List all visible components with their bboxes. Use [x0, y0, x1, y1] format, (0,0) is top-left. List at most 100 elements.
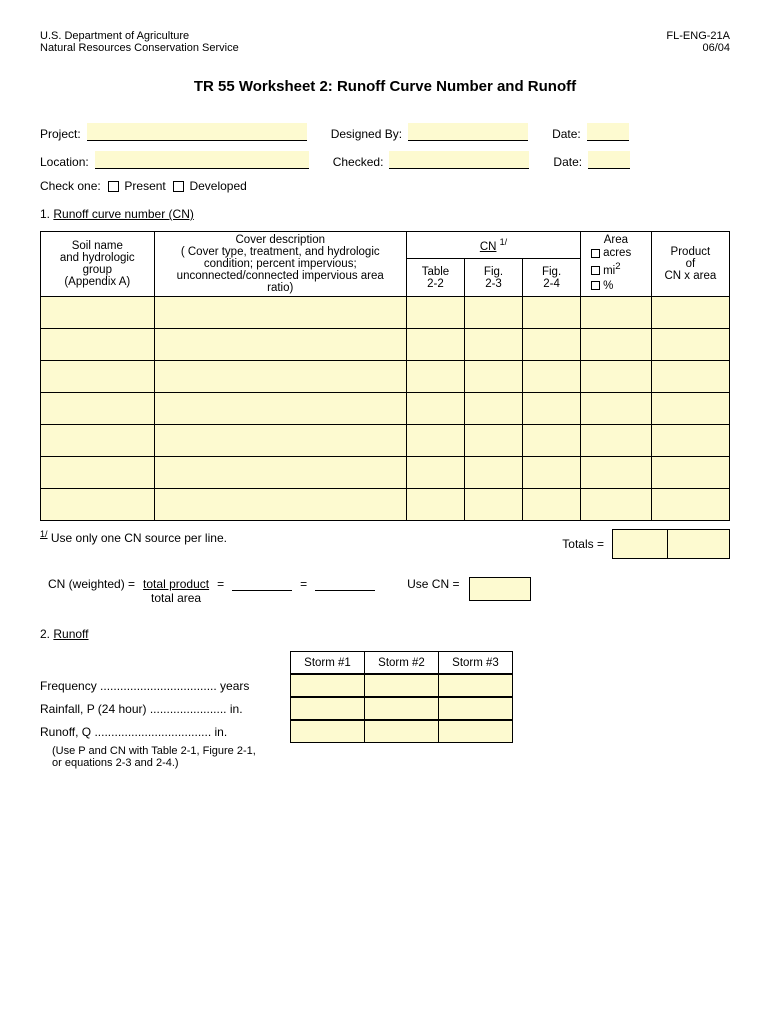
- runoff-cell[interactable]: [291, 675, 365, 697]
- checked-input[interactable]: [389, 151, 529, 169]
- cn-cell[interactable]: [41, 489, 155, 521]
- cn-cell[interactable]: [406, 329, 464, 361]
- cn-cell[interactable]: [523, 393, 581, 425]
- col-table22: Table 2-2: [406, 259, 464, 297]
- cn-cell[interactable]: [581, 425, 652, 457]
- runoff-cell[interactable]: [365, 721, 439, 743]
- cn-cell[interactable]: [651, 393, 729, 425]
- col-fig24: Fig. 2-4: [523, 259, 581, 297]
- cn-cell[interactable]: [406, 297, 464, 329]
- totals-area-cell[interactable]: [612, 529, 668, 559]
- runoff-cell[interactable]: [439, 721, 513, 743]
- cn-cell[interactable]: [154, 297, 406, 329]
- present-label: Present: [124, 179, 165, 193]
- cn-cell[interactable]: [154, 393, 406, 425]
- cn-cell[interactable]: [406, 457, 464, 489]
- designed-by-input[interactable]: [408, 123, 528, 141]
- cn-cell[interactable]: [464, 329, 522, 361]
- section1-num: 1.: [40, 207, 50, 221]
- cn-cell[interactable]: [41, 457, 155, 489]
- cn-cell[interactable]: [464, 393, 522, 425]
- page-title: TR 55 Worksheet 2: Runoff Curve Number a…: [40, 78, 730, 95]
- runoff-row-label: Frequency ..............................…: [40, 679, 290, 693]
- totals-label: Totals =: [562, 537, 604, 551]
- cn-cell[interactable]: [523, 489, 581, 521]
- cn-cell[interactable]: [154, 457, 406, 489]
- location-input[interactable]: [95, 151, 309, 169]
- cn-cell[interactable]: [406, 425, 464, 457]
- runoff-cell[interactable]: [439, 698, 513, 720]
- footnote-sup: 1/: [40, 529, 48, 539]
- cn-cell[interactable]: [41, 425, 155, 457]
- page-header: U.S. Department of Agriculture Natural R…: [40, 30, 730, 54]
- cn-cell[interactable]: [406, 361, 464, 393]
- form-date: 06/04: [666, 42, 730, 54]
- cn-cell[interactable]: [523, 329, 581, 361]
- cn-weighted-label: CN (weighted) =: [48, 577, 135, 591]
- cn-cell[interactable]: [651, 425, 729, 457]
- cn-cell[interactable]: [651, 297, 729, 329]
- cn-cell[interactable]: [464, 361, 522, 393]
- cn-cell[interactable]: [406, 393, 464, 425]
- cn-cell[interactable]: [154, 489, 406, 521]
- runoff-cell[interactable]: [365, 675, 439, 697]
- cn-cell[interactable]: [651, 329, 729, 361]
- cn-cell[interactable]: [154, 425, 406, 457]
- cn-cell[interactable]: [523, 457, 581, 489]
- form-id: FL-ENG-21A: [666, 30, 730, 42]
- developed-label: Developed: [189, 179, 246, 193]
- section1-heading: 1. Runoff curve number (CN): [40, 207, 730, 221]
- date2-label: Date:: [553, 155, 582, 169]
- project-row: Project: Designed By: Date:: [40, 123, 730, 141]
- pct-checkbox[interactable]: [591, 281, 600, 290]
- date2-input[interactable]: [588, 151, 630, 169]
- runoff-cell[interactable]: [291, 698, 365, 720]
- cn-cell[interactable]: [651, 457, 729, 489]
- cn-cell[interactable]: [581, 361, 652, 393]
- cn-cell[interactable]: [41, 361, 155, 393]
- col-cover: Cover description ( Cover type, treatmen…: [154, 232, 406, 297]
- cn-cell[interactable]: [464, 457, 522, 489]
- cn-calc1-input[interactable]: [232, 577, 292, 591]
- cn-cell[interactable]: [41, 297, 155, 329]
- developed-checkbox[interactable]: [173, 181, 184, 192]
- cn-weighted-row: CN (weighted) = total product total area…: [48, 577, 730, 605]
- cn-cell[interactable]: [581, 297, 652, 329]
- cn-cell[interactable]: [581, 457, 652, 489]
- section1-title: Runoff curve number (CN): [53, 207, 194, 221]
- cn-calc2-input[interactable]: [315, 577, 375, 591]
- runoff-cell[interactable]: [439, 675, 513, 697]
- project-input[interactable]: [87, 123, 307, 141]
- cn-cell[interactable]: [581, 489, 652, 521]
- cn-cell[interactable]: [41, 329, 155, 361]
- frac-top: total product: [143, 577, 209, 591]
- footnote-text: Use only one CN source per line.: [51, 531, 227, 545]
- cn-cell[interactable]: [581, 393, 652, 425]
- cn-cell[interactable]: [41, 393, 155, 425]
- runoff-cell[interactable]: [291, 721, 365, 743]
- use-cn-input[interactable]: [469, 577, 531, 601]
- cn-cell[interactable]: [651, 489, 729, 521]
- cn-cell[interactable]: [651, 361, 729, 393]
- cn-cell[interactable]: [581, 329, 652, 361]
- cn-cell[interactable]: [154, 361, 406, 393]
- cn-cell[interactable]: [523, 297, 581, 329]
- cn-cell[interactable]: [523, 425, 581, 457]
- use-cn-label: Use CN =: [407, 577, 459, 591]
- runoff-cell[interactable]: [365, 698, 439, 720]
- section2-heading: 2. Runoff: [40, 627, 730, 641]
- cn-cell[interactable]: [464, 425, 522, 457]
- date1-label: Date:: [552, 127, 581, 141]
- cn-cell[interactable]: [464, 489, 522, 521]
- cn-cell[interactable]: [406, 489, 464, 521]
- cn-cell[interactable]: [464, 297, 522, 329]
- col-soil: Soil name and hydrologic group (Appendix…: [41, 232, 155, 297]
- cn-cell[interactable]: [154, 329, 406, 361]
- mi2-checkbox[interactable]: [591, 266, 600, 275]
- date1-input[interactable]: [587, 123, 629, 141]
- check-one-label: Check one:: [40, 179, 101, 193]
- acres-checkbox[interactable]: [591, 249, 600, 258]
- cn-cell[interactable]: [523, 361, 581, 393]
- present-checkbox[interactable]: [108, 181, 119, 192]
- totals-product-cell[interactable]: [668, 529, 730, 559]
